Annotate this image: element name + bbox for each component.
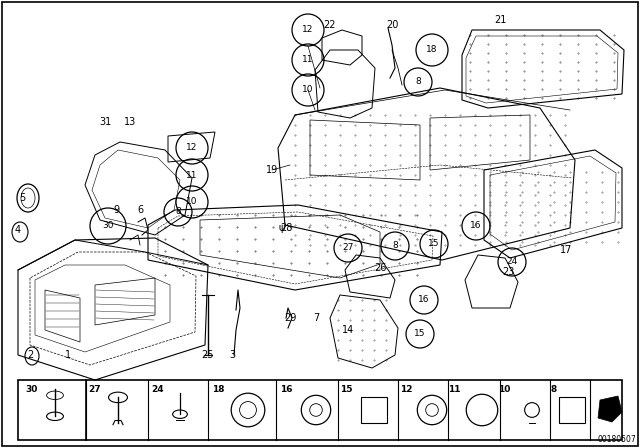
Polygon shape xyxy=(598,396,622,422)
Text: 19: 19 xyxy=(266,165,278,175)
Text: 2: 2 xyxy=(27,350,33,360)
Text: 7: 7 xyxy=(313,313,319,323)
Text: 13: 13 xyxy=(124,117,136,127)
Text: 1: 1 xyxy=(65,350,71,360)
Text: 9: 9 xyxy=(113,205,119,215)
Text: 26: 26 xyxy=(374,263,386,273)
Text: 12: 12 xyxy=(400,385,412,395)
Text: 16: 16 xyxy=(470,221,482,231)
Text: 22: 22 xyxy=(324,20,336,30)
Text: 12: 12 xyxy=(186,143,198,152)
Text: 16: 16 xyxy=(419,296,429,305)
Text: 14: 14 xyxy=(342,325,354,335)
Text: 31: 31 xyxy=(99,117,111,127)
Text: 17: 17 xyxy=(560,245,572,255)
Bar xyxy=(362,397,387,422)
Text: 18: 18 xyxy=(426,46,438,55)
Text: ψ: ψ xyxy=(279,223,285,233)
Text: 16: 16 xyxy=(280,385,292,395)
Text: 11: 11 xyxy=(186,171,198,180)
Text: 21: 21 xyxy=(494,15,506,25)
Text: 10: 10 xyxy=(302,86,314,95)
Text: 24: 24 xyxy=(506,258,518,267)
Text: 15: 15 xyxy=(414,329,426,339)
Text: 8: 8 xyxy=(175,207,181,216)
Text: 6: 6 xyxy=(137,205,143,215)
Text: 00180507: 00180507 xyxy=(597,435,636,444)
Text: 25: 25 xyxy=(202,350,214,360)
Text: 29: 29 xyxy=(284,313,296,323)
Text: 10: 10 xyxy=(498,385,510,395)
Text: 5: 5 xyxy=(19,193,25,203)
Bar xyxy=(18,380,622,440)
Text: 27: 27 xyxy=(89,385,101,395)
Text: 27: 27 xyxy=(342,244,354,253)
Text: 23: 23 xyxy=(502,267,514,277)
Text: 11: 11 xyxy=(448,385,460,395)
Text: 15: 15 xyxy=(340,385,352,395)
Text: 8: 8 xyxy=(551,385,557,395)
Text: 24: 24 xyxy=(152,385,164,395)
Text: 18: 18 xyxy=(212,385,224,395)
Text: 30: 30 xyxy=(102,221,114,231)
Text: 10: 10 xyxy=(186,198,198,207)
Text: 20: 20 xyxy=(386,20,398,30)
Text: 8: 8 xyxy=(392,241,398,250)
Text: 15: 15 xyxy=(428,240,440,249)
Text: 30: 30 xyxy=(26,385,38,395)
Text: 28: 28 xyxy=(280,223,292,233)
Text: 4: 4 xyxy=(15,225,21,235)
Text: 3: 3 xyxy=(229,350,235,360)
Text: 12: 12 xyxy=(302,26,314,34)
Text: 11: 11 xyxy=(302,56,314,65)
Bar xyxy=(559,397,584,422)
Text: 8: 8 xyxy=(415,78,421,86)
